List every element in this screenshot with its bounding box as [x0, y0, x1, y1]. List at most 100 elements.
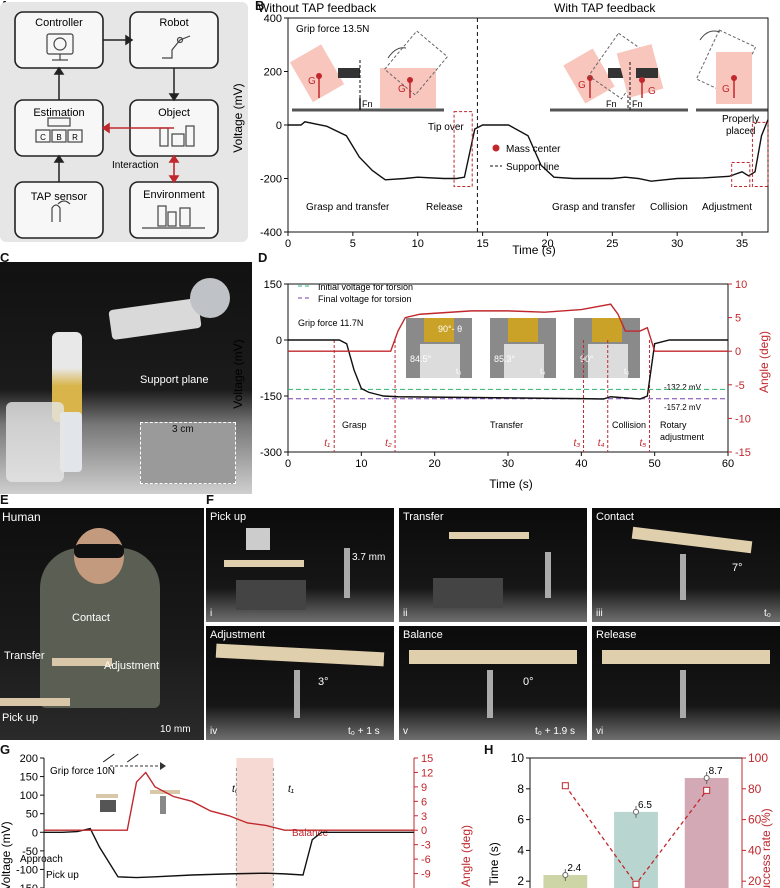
d-legend-final: Final voltage for torsion: [318, 294, 412, 304]
panel-f-grid: Pick up 3.7 mm i Transfer ii Contact 7° …: [206, 508, 780, 740]
g-approach: Approach: [20, 854, 63, 865]
h-bar-marker: [562, 872, 569, 879]
g-y2tick-label: 15: [421, 753, 433, 765]
standing-bottle-image: [60, 412, 82, 472]
d-value-final: -157.2 mV: [664, 403, 702, 412]
b-mass-center-marker: [492, 144, 500, 152]
d-grasp: Grasp: [342, 420, 367, 430]
g-ytick-label: 0: [32, 827, 38, 839]
d-inset-2-t: t₄: [540, 367, 546, 376]
h-bar-marker: [703, 775, 710, 782]
d-inset-1-t: t₃: [456, 367, 461, 376]
d-angle-line: [288, 303, 728, 352]
d-legend-initial: Initial voltage for torsion: [318, 282, 413, 292]
b-g-label-4: G: [648, 86, 656, 97]
panel-label-g: G: [0, 742, 11, 757]
b-g-label-1: G: [308, 76, 316, 87]
b-ytick-label: 400: [264, 13, 282, 25]
d-y2tick-label: -15: [735, 447, 751, 459]
d-y2tick-label: 5: [735, 313, 741, 325]
container-image: [6, 402, 64, 482]
b-tip-over: Tip over: [428, 122, 464, 133]
g-ytick-label: -50: [22, 846, 38, 858]
f-transfer-title: Transfer: [403, 511, 444, 523]
g-t0: t₀: [232, 784, 239, 795]
e-contact: Contact: [72, 612, 110, 624]
g-y2tick-label: 0: [421, 825, 427, 837]
g-ytick-label: 150: [20, 772, 38, 784]
g-y2tick-label: -9: [421, 869, 431, 881]
b-xlabel: Time (s): [512, 243, 556, 257]
d-collision: Collision: [612, 420, 646, 430]
panel-e-photo: Human Contact Transfer Adjustment Pick u…: [0, 508, 204, 740]
d-y2tick-label: 0: [735, 346, 741, 358]
d-xtick-label: 50: [649, 458, 661, 470]
d-ylabel-right: Angle (deg): [757, 331, 771, 393]
b-sketch-4: G Fn: [588, 32, 688, 112]
b-ytick-label: -200: [260, 174, 282, 186]
d-inset-2: 85.3° t₄: [490, 318, 556, 378]
b-xtick-label: 5: [350, 238, 356, 250]
f-adjustment-time: t₀ + 1 s: [348, 726, 380, 737]
h-bar: [614, 811, 658, 888]
b-plot-frame: [287, 17, 769, 233]
f-adjustment-num: iv: [210, 726, 218, 737]
g-y2tick-label: 9: [421, 782, 427, 794]
b-sketch-5: G: [695, 29, 768, 112]
g-y2tick-label: 6: [421, 796, 427, 808]
h-y2tick-label: 80: [748, 782, 762, 796]
b-xtick-label: 0: [285, 238, 291, 250]
d-event-label: t₄: [598, 438, 605, 449]
f-adjustment-title: Adjustment: [210, 629, 266, 641]
d-y2tick-label: -10: [735, 413, 751, 425]
f-pickup-num: i: [210, 608, 213, 619]
c-block-icon: [35, 129, 51, 143]
h-bar-label: 2.4: [567, 863, 581, 874]
g-y2tick-label: -6: [421, 854, 431, 866]
d-inset-3-angle: 90°: [580, 354, 594, 364]
r-block-icon: [67, 129, 83, 143]
b-ytick-label: 200: [264, 67, 282, 79]
h-ytick-label: 10: [511, 751, 525, 765]
interaction-label: Interaction: [112, 160, 159, 171]
panel-h-chart: Time (s) Success rate (%) 2 4 6 8 10 20 40 60 80…: [487, 751, 773, 888]
b-fn-label-3: Fn: [632, 99, 643, 109]
b-release-box: [453, 111, 473, 188]
d-xtick-label: 20: [429, 458, 441, 470]
b-release: Release: [426, 202, 463, 213]
f-transfer-num: ii: [403, 608, 408, 619]
e-adjustment: Adjustment: [104, 660, 160, 672]
h-bar-label: 6.5: [638, 800, 652, 811]
e-transfer: Transfer: [4, 650, 45, 662]
estimation-label: Estimation: [33, 107, 84, 119]
f-contact-angle: 7°: [732, 562, 743, 574]
panel-d-chart: Voltage (mV) Angle (deg) Time (s) Initia…: [231, 279, 771, 491]
d-ytick-label: -300: [260, 447, 282, 459]
g-t1: t₁: [288, 784, 294, 795]
d-xtick-label: 60: [722, 458, 734, 470]
f-photo-transfer: Transfer ii: [399, 508, 587, 622]
f-photo-balance: Balance 0° t₀ + 1.9 s v: [399, 626, 587, 740]
d-xtick-label: 10: [355, 458, 367, 470]
h-y2tick-label: 20: [748, 874, 762, 888]
g-balance: Balance: [292, 828, 329, 839]
b-g-label-3: G: [578, 80, 586, 91]
b-ytick-label: 0: [276, 120, 282, 132]
panel-g-chart: Voltage (mV) Angle (deg) Grip force 10N …: [0, 753, 473, 888]
g-ylabel-left: Voltage (mV): [0, 821, 13, 888]
d-xtick-label: 0: [285, 458, 291, 470]
f-balance-title: Balance: [403, 629, 443, 641]
controller-label: Controller: [35, 17, 83, 29]
f-photo-pickup: Pick up 3.7 mm i: [206, 508, 394, 622]
d-inset-1: 84.5° 90°- θ t₃: [406, 318, 472, 378]
d-event-label: t₁: [324, 438, 330, 449]
d-event-label: t₅: [640, 438, 647, 449]
b-sketch-2: G: [376, 30, 449, 112]
f-balance-time: t₀ + 1.9 s: [535, 726, 576, 737]
g-angle-line: [44, 771, 414, 831]
h-bar-label: 8.7: [709, 766, 723, 777]
d-inset-1-theta: 90°- θ: [438, 324, 462, 334]
panel-label-f: F: [206, 492, 214, 507]
h-y2tick-label: 100: [748, 751, 768, 765]
tap-sensor-label: TAP sensor: [31, 191, 88, 203]
